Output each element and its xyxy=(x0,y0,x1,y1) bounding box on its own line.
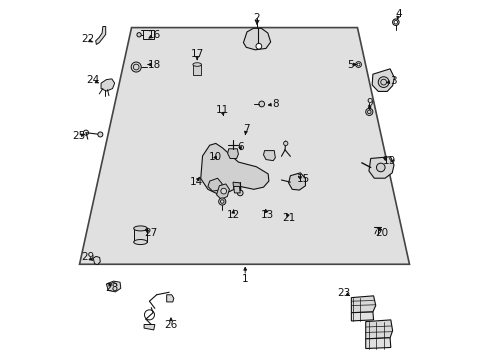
Text: 12: 12 xyxy=(226,210,239,220)
Text: 8: 8 xyxy=(272,99,279,109)
Text: 28: 28 xyxy=(105,283,118,293)
Circle shape xyxy=(258,101,264,107)
Text: 20: 20 xyxy=(374,228,387,238)
Text: 21: 21 xyxy=(282,213,295,222)
Bar xyxy=(192,64,201,75)
Polygon shape xyxy=(96,27,105,44)
Text: 15: 15 xyxy=(296,174,310,184)
Text: 11: 11 xyxy=(215,105,228,115)
Polygon shape xyxy=(106,281,121,292)
Ellipse shape xyxy=(133,226,147,231)
Circle shape xyxy=(365,108,372,116)
Text: 24: 24 xyxy=(86,75,100,85)
Bar xyxy=(133,228,147,242)
Polygon shape xyxy=(243,28,270,50)
Text: 9: 9 xyxy=(365,98,372,108)
Polygon shape xyxy=(216,184,229,199)
Text: 5: 5 xyxy=(346,59,353,69)
Text: 19: 19 xyxy=(382,156,396,166)
Text: 14: 14 xyxy=(189,177,203,187)
Circle shape xyxy=(131,62,141,72)
Circle shape xyxy=(378,77,388,87)
Circle shape xyxy=(355,62,361,67)
Text: 2: 2 xyxy=(253,13,260,23)
Text: 25: 25 xyxy=(72,131,85,141)
Text: 1: 1 xyxy=(242,274,248,284)
Circle shape xyxy=(237,190,243,196)
Polygon shape xyxy=(368,157,393,178)
Polygon shape xyxy=(365,320,392,339)
Polygon shape xyxy=(166,295,174,302)
Text: 6: 6 xyxy=(236,142,243,152)
Text: 3: 3 xyxy=(389,76,396,86)
Circle shape xyxy=(283,141,287,145)
Polygon shape xyxy=(288,173,305,190)
Polygon shape xyxy=(233,182,241,189)
Text: 23: 23 xyxy=(337,288,350,298)
Polygon shape xyxy=(351,312,373,321)
Polygon shape xyxy=(371,69,394,91)
Circle shape xyxy=(376,163,384,172)
Text: 17: 17 xyxy=(190,49,203,59)
Text: 13: 13 xyxy=(261,210,274,220)
Polygon shape xyxy=(365,338,390,348)
Ellipse shape xyxy=(192,63,201,66)
Polygon shape xyxy=(263,150,275,161)
Ellipse shape xyxy=(133,239,147,244)
Text: 27: 27 xyxy=(143,228,157,238)
Text: 7: 7 xyxy=(243,124,249,134)
Circle shape xyxy=(221,188,226,194)
Polygon shape xyxy=(101,79,115,91)
Text: 4: 4 xyxy=(395,9,401,19)
Polygon shape xyxy=(351,296,375,313)
Text: 18: 18 xyxy=(147,59,161,69)
Polygon shape xyxy=(233,186,240,193)
Polygon shape xyxy=(207,178,222,191)
Text: 10: 10 xyxy=(208,152,221,162)
Circle shape xyxy=(255,43,261,49)
Text: 22: 22 xyxy=(81,35,94,44)
Polygon shape xyxy=(227,149,238,158)
Polygon shape xyxy=(144,324,155,330)
Circle shape xyxy=(137,33,141,37)
Circle shape xyxy=(392,19,398,26)
Text: 26: 26 xyxy=(164,320,177,330)
Polygon shape xyxy=(93,256,100,265)
Text: 16: 16 xyxy=(147,30,161,40)
Bar xyxy=(143,30,154,39)
Circle shape xyxy=(218,198,225,205)
Circle shape xyxy=(98,132,102,137)
Polygon shape xyxy=(80,28,408,264)
Polygon shape xyxy=(201,143,268,194)
Text: 29: 29 xyxy=(81,252,94,262)
